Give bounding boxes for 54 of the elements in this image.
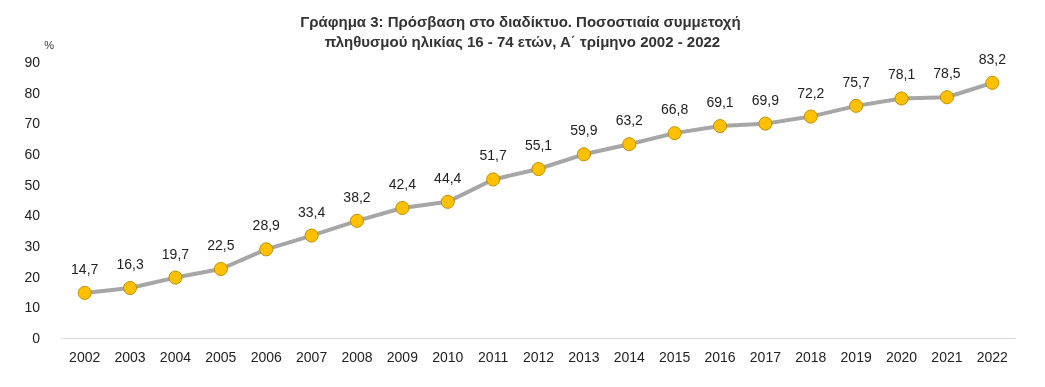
y-tick-label: 60: [24, 146, 41, 162]
data-label: 69,9: [751, 91, 780, 108]
x-tick-label: 2010: [432, 349, 464, 365]
chart-title: Γράφημα 3: Πρόσβαση στο διαδίκτυο. Ποσοστιαία συμμετοχή πληθυσμού ηλικίας 16 - 74 ετών, Α΄ τρίμηνο 2002 - 2022: [300, 12, 745, 50]
data-label: 38,2: [343, 188, 371, 205]
data-label: 42,4: [388, 175, 417, 192]
x-tick-label: 2012: [522, 349, 555, 365]
x-tick-label: 2003: [114, 349, 146, 365]
x-tick-label: 2006: [250, 349, 282, 365]
x-tick-label: 2009: [386, 349, 419, 365]
data-label: 14,7: [71, 260, 99, 277]
y-tick-label: 70: [24, 115, 41, 132]
data-label: 66,8: [661, 101, 689, 118]
x-tick-label: 2008: [341, 349, 373, 365]
y-tick-label: 50: [24, 176, 41, 193]
x-tick-label: 2011: [478, 349, 509, 365]
data-label: 83,2: [978, 50, 1007, 67]
x-tick-label: 2019: [840, 349, 872, 365]
y-tick-label: 40: [24, 207, 41, 224]
y-tick-label: 10: [24, 299, 41, 316]
data-label: 33,4: [297, 203, 326, 220]
data-label: 19,7: [161, 245, 190, 262]
x-tick-label: 2020: [885, 349, 918, 365]
x-tick-label: 2007: [296, 349, 328, 365]
x-tick-label: 2004: [159, 349, 192, 365]
data-label: 55,1: [524, 137, 553, 154]
data-label: 44,4: [434, 169, 462, 186]
x-tick-label: 2022: [976, 349, 1009, 365]
y-tick-label: 20: [24, 268, 41, 285]
data-label: 63,2: [615, 112, 644, 129]
data-label: 75,7: [842, 73, 870, 90]
x-tick-label: 2018: [795, 349, 827, 365]
y-tick-label: 80: [24, 84, 41, 101]
data-label: 72,2: [797, 84, 825, 101]
y-tick-label: 90: [24, 54, 41, 70]
x-tick-label: 2013: [568, 349, 600, 365]
data-label: 78,5: [933, 65, 961, 82]
x-tick-label: 2021: [931, 349, 963, 365]
x-tick-label: 2014: [613, 349, 646, 365]
data-label: 69,1: [706, 94, 734, 111]
x-tick-label: 2016: [704, 349, 736, 365]
x-tick-label: 2002: [69, 349, 101, 365]
y-tick-label: 30: [24, 238, 41, 254]
data-label: 16,3: [116, 256, 144, 273]
data-label: 51,7: [479, 147, 507, 164]
y-axis-title: %: [44, 38, 55, 51]
data-label: 22,5: [207, 237, 235, 253]
data-label: 59,9: [570, 122, 598, 139]
x-tick-label: 2015: [659, 349, 691, 365]
y-tick-label: 0: [32, 330, 41, 346]
x-tick-label: 2005: [205, 349, 237, 365]
data-label: 78,1: [887, 66, 916, 83]
x-tick-label: 2017: [749, 349, 782, 365]
data-label: 28,9: [252, 217, 281, 234]
